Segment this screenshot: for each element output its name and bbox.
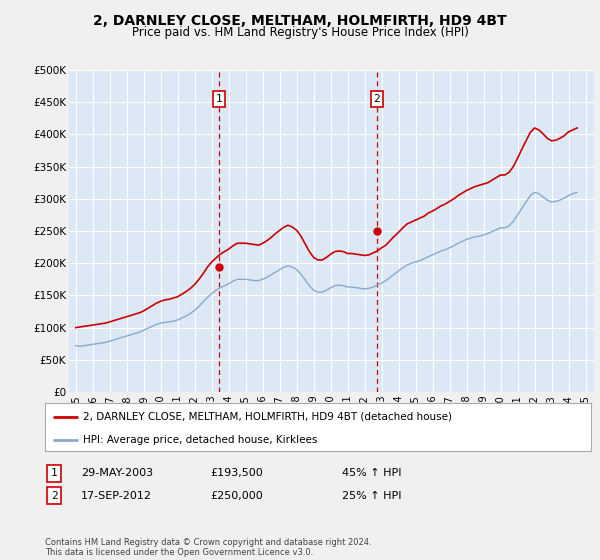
Text: 45% ↑ HPI: 45% ↑ HPI <box>342 468 401 478</box>
Text: 2: 2 <box>50 491 58 501</box>
Text: HPI: Average price, detached house, Kirklees: HPI: Average price, detached house, Kirk… <box>83 435 317 445</box>
Text: 1: 1 <box>50 468 58 478</box>
Text: 25% ↑ HPI: 25% ↑ HPI <box>342 491 401 501</box>
Text: £250,000: £250,000 <box>210 491 263 501</box>
Text: 1: 1 <box>215 94 222 104</box>
Text: 17-SEP-2012: 17-SEP-2012 <box>81 491 152 501</box>
Text: 2, DARNLEY CLOSE, MELTHAM, HOLMFIRTH, HD9 4BT: 2, DARNLEY CLOSE, MELTHAM, HOLMFIRTH, HD… <box>93 14 507 28</box>
Text: Contains HM Land Registry data © Crown copyright and database right 2024.
This d: Contains HM Land Registry data © Crown c… <box>45 538 371 557</box>
Text: 2: 2 <box>373 94 380 104</box>
Text: 2, DARNLEY CLOSE, MELTHAM, HOLMFIRTH, HD9 4BT (detached house): 2, DARNLEY CLOSE, MELTHAM, HOLMFIRTH, HD… <box>83 412 452 422</box>
Text: 29-MAY-2003: 29-MAY-2003 <box>81 468 153 478</box>
Text: £193,500: £193,500 <box>210 468 263 478</box>
Text: Price paid vs. HM Land Registry's House Price Index (HPI): Price paid vs. HM Land Registry's House … <box>131 26 469 39</box>
